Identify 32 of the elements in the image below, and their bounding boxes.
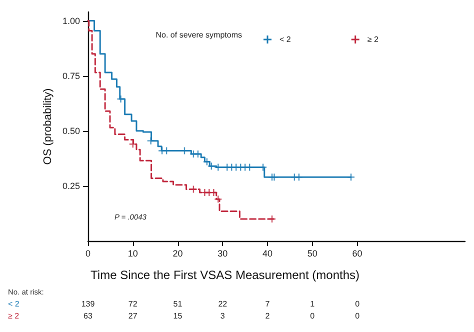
text: 15 [173,312,183,320]
y-tick-label: 0.50 [62,126,80,136]
text: 7 [265,300,270,308]
text: 22 [218,300,228,308]
x-tick-label: 0 [85,248,91,258]
y-axis-title: OS (probability) [42,88,54,165]
x-tick-label: 20 [172,248,183,258]
text: 0 [310,312,316,320]
text: 139 [81,300,96,308]
text: 0 [355,300,360,308]
x-tick-label: 10 [128,248,138,258]
text: 2 [265,312,270,320]
y-tick-label: 1.00 [62,16,80,26]
text: 51 [173,300,183,308]
x-axis-title: Time Since the First VSAS Measurement (months) [90,268,360,282]
text: 63 [84,312,93,320]
text: < 2 [8,300,20,308]
text: 0 [355,312,360,320]
text: 3 [220,312,226,320]
text: 27 [128,312,138,320]
legend-title: No. of severe symptoms [156,30,242,40]
x-tick-label: 30 [218,248,228,258]
x-tick-label: 50 [307,248,318,258]
legend-label: ≥ 2 [367,35,379,44]
y-tick-label: 0.75 [62,70,80,81]
x-tick-label: 40 [262,248,273,258]
text: ≥ 2 [8,312,20,320]
text: 1 [310,300,316,308]
y-tick-label: 0.25 [62,180,80,191]
legend-label: < 2 [280,35,292,44]
x-tick-label: 60 [352,248,362,258]
text: 72 [128,300,138,308]
